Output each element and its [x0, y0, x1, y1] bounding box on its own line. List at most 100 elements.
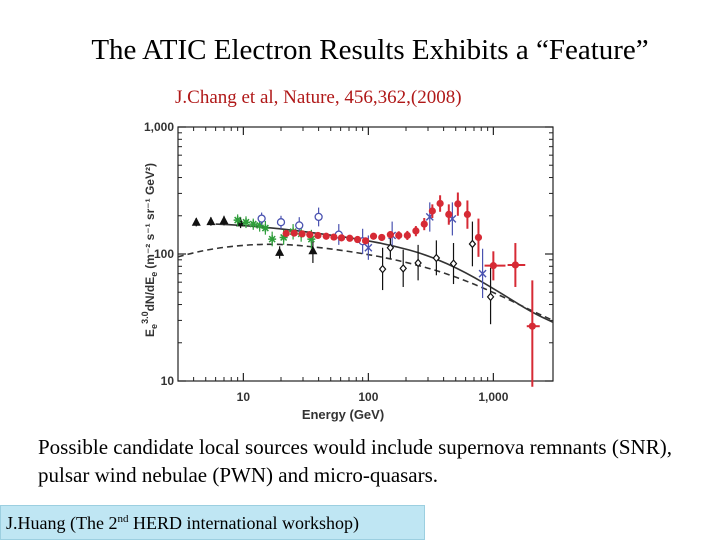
y-axis-label-main: dN/dE — [143, 277, 157, 312]
marker-star — [279, 233, 288, 242]
marker-star — [242, 218, 251, 227]
y-axis-label-sub: e — [149, 324, 159, 329]
model-curve-dashed — [177, 243, 554, 322]
data-point-circle-filled — [306, 231, 314, 239]
data-point-circle-filled — [322, 232, 330, 240]
data-point-diamond-open — [486, 267, 495, 325]
y-axis-label-base: E — [143, 329, 157, 337]
data-point-star — [249, 218, 258, 230]
data-point-star — [261, 220, 270, 235]
y-tick-label: 10 — [161, 374, 175, 388]
data-points — [191, 192, 540, 387]
x-tick-label: 10 — [237, 390, 251, 404]
y-axis-label-main-sub: e — [149, 272, 159, 277]
data-point-circle-open — [295, 217, 304, 234]
credit-prefix: J.Huang (The 2 — [6, 513, 118, 533]
marker-diamond-open — [432, 253, 441, 263]
marker-circle-filled — [428, 207, 436, 215]
data-point-triangle — [219, 215, 229, 226]
data-point-circle-filled — [526, 280, 540, 387]
y-tick-label: 1,000 — [144, 120, 174, 134]
marker-circle-filled — [314, 231, 322, 240]
marker-circle-open — [276, 218, 286, 227]
credit-superscript: nd — [117, 513, 129, 525]
marker-diamond-open — [386, 243, 395, 253]
marker-cross — [364, 243, 373, 252]
data-point-diamond-open — [399, 249, 407, 287]
data-point-diamond-open — [449, 243, 458, 285]
data-point-diamond-open — [386, 235, 395, 259]
marker-circle-open — [257, 214, 266, 223]
marker-cross — [478, 269, 487, 278]
marker-circle-filled — [369, 232, 378, 240]
data-point-circle-filled — [474, 218, 483, 257]
data-point-circle-filled — [369, 232, 378, 240]
marker-circle-filled — [282, 229, 290, 238]
x-tick-label: 1,000 — [478, 390, 508, 404]
model-curves — [177, 223, 554, 324]
marker-circle-filled — [511, 261, 519, 269]
marker-star — [233, 216, 242, 225]
data-point-circle-filled — [298, 230, 306, 238]
data-point-star — [242, 216, 251, 229]
marker-circle-filled — [463, 210, 472, 219]
marker-star — [249, 220, 258, 229]
marker-circle-filled — [361, 237, 370, 245]
marker-circle-open — [314, 212, 323, 222]
data-point-circle-filled — [454, 192, 462, 216]
marker-triangle — [308, 245, 318, 255]
marker-circle-filled — [337, 234, 346, 242]
marker-circle-filled — [454, 200, 462, 208]
marker-circle-open — [295, 221, 304, 230]
data-point-diamond-open — [432, 240, 441, 276]
marker-circle-filled — [386, 231, 394, 239]
data-point-circle-open — [314, 207, 323, 227]
marker-diamond-open — [486, 292, 495, 302]
marker-circle-filled — [330, 233, 338, 241]
model-curve-solid — [215, 223, 554, 324]
y-tick-label: 100 — [154, 247, 174, 261]
marker-star — [268, 235, 277, 244]
marker-star — [307, 235, 316, 244]
slide-title: The ATIC Electron Results Exhibits a “Fe… — [91, 34, 649, 66]
marker-circle-filled — [298, 230, 306, 238]
data-point-triangle — [275, 246, 285, 259]
x-tick-label: 100 — [358, 390, 378, 404]
data-point-circle-filled — [436, 195, 444, 212]
data-point-circle-filled — [412, 226, 420, 237]
y-axis-label: Ee3.0dN/dEe(m⁻² s⁻¹ sr⁻¹ GeV²) — [140, 163, 159, 337]
y-axis-label-exp: 3.0 — [140, 311, 150, 324]
marker-triangle — [191, 217, 201, 226]
data-point-cross — [478, 248, 487, 299]
data-point-star — [268, 231, 277, 247]
data-point-circle-filled — [314, 231, 322, 240]
marker-diamond-open — [378, 264, 387, 274]
data-point-circle-filled — [484, 251, 506, 281]
marker-circle-filled — [445, 210, 453, 219]
marker-diamond-open — [449, 259, 458, 269]
marker-circle-filled — [290, 229, 298, 237]
marker-circle-filled — [436, 199, 444, 208]
data-point-diamond-open — [468, 221, 477, 267]
data-point-circle-filled — [290, 229, 298, 237]
data-point-circle-filled — [403, 230, 411, 240]
marker-diamond-open — [414, 258, 422, 268]
credit-text: J.Huang (The 2nd HERD international work… — [6, 513, 359, 534]
marker-circle-filled — [489, 262, 497, 270]
marker-circle-filled — [474, 233, 483, 242]
data-point-cross — [448, 202, 457, 236]
data-point-star — [233, 214, 242, 227]
citation: J.Chang et al, Nature, 456,362,(2008) — [175, 87, 462, 108]
marker-star — [255, 221, 264, 230]
data-point-circle-filled — [395, 231, 403, 240]
data-point-triangle — [206, 216, 216, 226]
credit-box: J.Huang (The 2nd HERD international work… — [0, 505, 425, 540]
data-point-circle-filled — [386, 231, 394, 239]
marker-diamond-open — [468, 239, 477, 249]
data-point-triangle — [191, 217, 201, 227]
data-point-circle-open — [276, 215, 286, 229]
marker-circle-filled — [346, 234, 354, 242]
data-point-circle-filled — [428, 204, 436, 219]
data-point-diamond-open — [378, 247, 387, 291]
data-point-triangle — [308, 239, 318, 263]
